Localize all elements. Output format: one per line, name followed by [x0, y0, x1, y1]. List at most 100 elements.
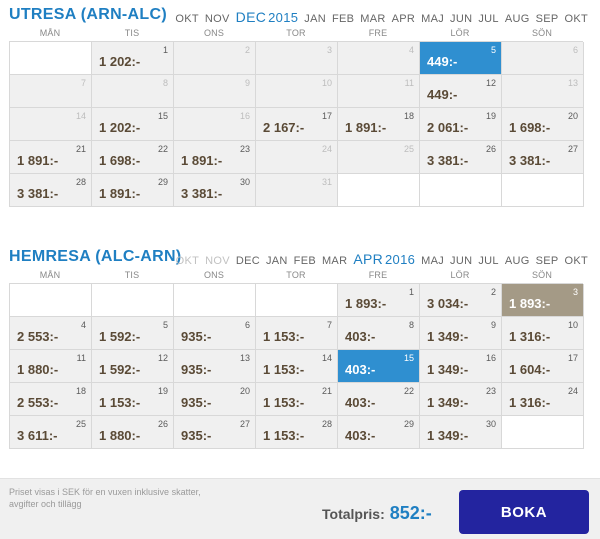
calendar-day-cell: 11 — [338, 75, 420, 108]
calendar-day-cell[interactable]: 27 935:- — [174, 416, 256, 449]
day-price: 403:- — [345, 362, 376, 377]
outbound-header: UTRESA (ARN-ALC) OKT NOV DEC 2015 JAN FEB MAR A… — [0, 0, 600, 25]
calendar-day-cell[interactable]: 9 1 349:- — [420, 317, 502, 350]
day-price: 2 553:- — [17, 329, 59, 344]
day-price: 935:- — [181, 395, 212, 410]
calendar-day-cell[interactable]: 15 403:- — [338, 350, 420, 383]
calendar-day-cell[interactable]: 21 1 153:- — [256, 383, 338, 416]
month-tab-feb[interactable]: FEB — [291, 255, 319, 267]
calendar-day-cell[interactable]: 15 1 202:- — [92, 108, 174, 141]
month-tab-jan[interactable]: JAN — [263, 255, 291, 267]
calendar-day-cell[interactable]: 17 1 604:- — [502, 350, 584, 383]
month-tab-dec[interactable]: DEC — [233, 255, 263, 267]
calendar-day-cell[interactable]: 6 935:- — [174, 317, 256, 350]
calendar-day-cell[interactable]: 12 1 592:- — [92, 350, 174, 383]
day-price: 1 316:- — [509, 329, 551, 344]
day-number: 4 — [408, 45, 414, 55]
calendar-day-cell[interactable]: 18 2 553:- — [10, 383, 92, 416]
month-tab-aug[interactable]: AUG — [502, 13, 533, 25]
month-tab-maj[interactable]: MAJ — [418, 255, 447, 267]
calendar-day-cell[interactable]: 12 449:- — [420, 75, 502, 108]
day-number: 19 — [485, 111, 496, 121]
calendar-day-cell[interactable]: 19 1 153:- — [92, 383, 174, 416]
month-tab-nov[interactable]: NOV — [202, 13, 233, 25]
calendar-day-cell[interactable]: 18 1 891:- — [338, 108, 420, 141]
month-tab-label: FEB — [293, 255, 316, 267]
day-number: 8 — [408, 320, 414, 330]
month-tab-jan[interactable]: JAN — [301, 13, 329, 25]
month-tab-dec[interactable]: DEC 2015 — [233, 9, 302, 25]
calendar-day-cell[interactable]: 17 2 167:- — [256, 108, 338, 141]
day-price: 935:- — [181, 362, 212, 377]
calendar-day-cell[interactable]: 23 1 349:- — [420, 383, 502, 416]
return-daynames: MÅN TIS ONS TOR FRE LÖR SÖN — [9, 270, 583, 282]
calendar-day-cell[interactable]: 30 1 349:- — [420, 416, 502, 449]
calendar-day-cell[interactable]: 1 1 893:- — [338, 284, 420, 317]
calendar-day-cell: 2 — [174, 42, 256, 75]
calendar-day-cell[interactable]: 29 1 891:- — [92, 174, 174, 207]
return-title: HEMRESA (ALC-ARN) — [9, 248, 182, 265]
calendar-day-cell[interactable]: 29 403:- — [338, 416, 420, 449]
calendar-day-cell[interactable]: 8 403:- — [338, 317, 420, 350]
calendar-day-cell[interactable]: 19 2 061:- — [420, 108, 502, 141]
calendar-day-cell[interactable]: 4 2 553:- — [10, 317, 92, 350]
calendar-day-cell[interactable]: 21 1 891:- — [10, 141, 92, 174]
month-tab-okt[interactable]: OKT — [172, 13, 202, 25]
month-tab-mar[interactable]: MAR — [357, 13, 388, 25]
calendar-day-cell[interactable]: 5 449:- — [420, 42, 502, 75]
month-tab-feb[interactable]: FEB — [329, 13, 357, 25]
day-price: 1 153:- — [263, 329, 305, 344]
day-price: 1 880:- — [17, 362, 59, 377]
month-tab-jul[interactable]: JUL — [475, 13, 501, 25]
month-tab-aug[interactable]: AUG — [502, 255, 533, 267]
book-button[interactable]: BOKA — [459, 490, 589, 534]
calendar-day-cell[interactable]: 22 403:- — [338, 383, 420, 416]
calendar-day-cell[interactable]: 3 1 893:- — [502, 284, 584, 317]
calendar-day-cell[interactable]: 26 3 381:- — [420, 141, 502, 174]
calendar-day-cell[interactable]: 20 1 698:- — [502, 108, 584, 141]
month-tab-label: OKT — [564, 13, 588, 25]
calendar-day-cell[interactable]: 10 1 316:- — [502, 317, 584, 350]
calendar-day-cell[interactable]: 16 1 349:- — [420, 350, 502, 383]
calendar-day-cell: 25 — [338, 141, 420, 174]
calendar-day-cell[interactable]: 28 3 381:- — [10, 174, 92, 207]
month-tab-label: JAN — [265, 255, 288, 267]
month-tab-jun[interactable]: JUN — [447, 255, 475, 267]
calendar-empty-cell — [10, 284, 92, 317]
calendar-day-cell[interactable]: 2 3 034:- — [420, 284, 502, 317]
calendar-day-cell[interactable]: 1 1 202:- — [92, 42, 174, 75]
day-number: 30 — [239, 177, 250, 187]
month-tab-apr[interactable]: APR 2016 — [350, 251, 418, 267]
calendar-day-cell[interactable]: 26 1 880:- — [92, 416, 174, 449]
calendar-day-cell[interactable]: 14 1 153:- — [256, 350, 338, 383]
month-tab-mar[interactable]: MAR — [319, 255, 350, 267]
month-tab-apr[interactable]: APR — [389, 13, 419, 25]
day-number: 8 — [162, 78, 168, 88]
calendar-day-cell[interactable]: 24 1 316:- — [502, 383, 584, 416]
calendar-day-cell[interactable]: 11 1 880:- — [10, 350, 92, 383]
calendar-day-cell[interactable]: 5 1 592:- — [92, 317, 174, 350]
month-tab-jun[interactable]: JUN — [447, 13, 475, 25]
month-tab-label: OKT — [175, 13, 199, 25]
calendar-day-cell[interactable]: 22 1 698:- — [92, 141, 174, 174]
month-tab-okt[interactable]: OKT — [561, 255, 591, 267]
day-price: 1 604:- — [509, 362, 551, 377]
month-tab-okt[interactable]: OKT — [561, 13, 591, 25]
calendar-day-cell[interactable]: 13 935:- — [174, 350, 256, 383]
month-tab-maj[interactable]: MAJ — [418, 13, 447, 25]
month-tab-sep[interactable]: SEP — [533, 13, 562, 25]
day-price: 3 381:- — [181, 186, 223, 201]
day-price: 1 891:- — [99, 186, 141, 201]
calendar-day-cell[interactable]: 23 1 891:- — [174, 141, 256, 174]
month-tab-label: OKT — [175, 255, 200, 267]
calendar-day-cell[interactable]: 28 1 153:- — [256, 416, 338, 449]
calendar-day-cell[interactable]: 27 3 381:- — [502, 141, 584, 174]
day-price: 1 592:- — [99, 362, 141, 377]
calendar-day-cell[interactable]: 7 1 153:- — [256, 317, 338, 350]
calendar-day-cell[interactable]: 25 3 611:- — [10, 416, 92, 449]
month-tab-sep[interactable]: SEP — [533, 255, 562, 267]
calendar-day-cell[interactable]: 20 935:- — [174, 383, 256, 416]
day-number: 15 — [157, 111, 168, 121]
calendar-day-cell[interactable]: 30 3 381:- — [174, 174, 256, 207]
month-tab-jul[interactable]: JUL — [475, 255, 501, 267]
